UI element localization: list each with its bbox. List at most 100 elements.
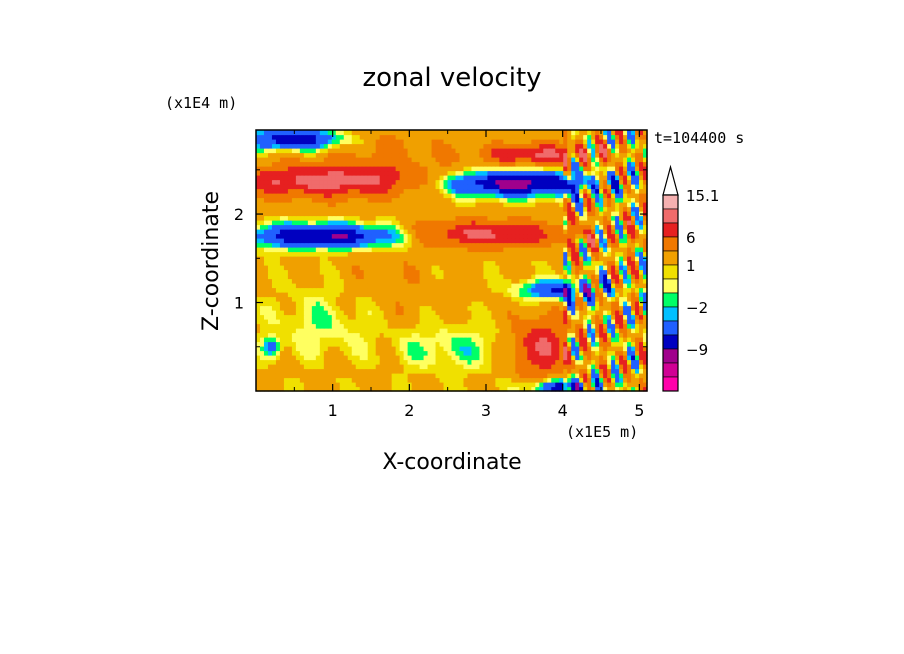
field-cell [479,215,485,221]
field-cell [411,377,417,383]
field-cell [347,166,353,172]
field-cell [367,350,373,356]
field-cell [371,238,377,244]
field-cell [411,188,417,194]
field-cell [627,265,632,271]
field-cell [259,301,265,307]
field-cell [291,377,297,383]
field-cell [343,319,349,325]
field-cell [551,242,556,248]
field-cell [299,328,305,334]
field-cell [256,224,261,230]
field-cell [439,332,445,338]
field-cell [403,161,409,167]
field-cell [623,278,628,284]
field-cell [503,368,508,374]
field-cell [551,355,556,361]
field-cell [319,328,325,334]
field-cell [403,193,409,199]
field-cell [551,202,556,208]
field-cell [256,175,261,181]
field-cell [279,251,285,257]
field-cell [263,202,269,208]
field-cell [559,350,564,356]
field-cell [555,337,560,343]
field-cell [643,332,648,338]
field-cell [531,179,536,185]
field-cell [563,269,568,275]
field-cell [375,224,381,230]
field-cell [407,188,413,194]
field-cell [407,355,413,361]
field-cell [331,229,337,235]
field-cell [547,202,552,208]
field-cell [591,233,596,239]
field-cell [611,202,616,208]
field-cell [539,220,544,226]
field-cell [579,346,584,352]
field-cell [619,251,624,257]
field-cell [479,260,485,266]
field-cell [451,337,457,343]
field-cell [347,278,353,284]
field-cell [339,220,345,226]
field-cell [407,161,413,167]
field-cell [599,238,604,244]
field-cell [435,166,441,172]
field-cell [443,310,449,316]
field-cell [563,292,568,298]
field-cell [291,296,297,302]
field-cell [555,265,560,271]
field-cell [303,292,309,298]
field-cell [603,224,608,230]
field-cell [635,211,640,217]
field-cell [535,373,540,379]
field-cell [455,224,461,230]
field-cell [299,220,305,226]
field-cell [627,269,632,275]
field-cell [571,166,576,172]
field-cell [287,233,293,239]
field-cell [499,283,504,289]
field-cell [407,305,413,311]
field-cell [423,314,429,320]
field-cell [447,233,453,239]
field-cell [291,382,297,388]
field-cell [375,386,381,392]
field-cell [475,350,481,356]
field-cell [567,229,572,235]
field-cell [383,184,389,190]
field-cell [451,310,457,316]
field-cell [419,206,425,212]
field-cell [411,211,417,217]
field-cell [335,224,341,230]
field-cell [531,188,536,194]
field-cell [623,206,628,212]
field-cell [555,350,560,356]
field-cell [431,328,437,334]
field-cell [495,292,500,298]
field-cell [331,305,337,311]
field-cell [499,314,504,320]
field-cell [359,373,365,379]
field-cell [519,350,524,356]
field-cell [411,301,417,307]
field-cell [535,314,540,320]
field-cell [299,188,305,194]
field-cell [323,211,329,217]
field-cell [587,175,592,181]
field-cell [643,197,648,203]
field-cell [619,170,624,176]
field-cell [639,310,644,316]
field-cell [579,377,584,383]
field-cell [511,260,516,266]
field-cell [639,364,644,370]
field-cell [363,350,369,356]
field-cell [363,184,369,190]
field-cell [295,274,301,280]
field-cell [387,251,393,257]
field-cell [527,175,532,181]
field-cell [539,184,544,190]
field-cell [319,238,325,244]
field-cell [263,323,269,329]
